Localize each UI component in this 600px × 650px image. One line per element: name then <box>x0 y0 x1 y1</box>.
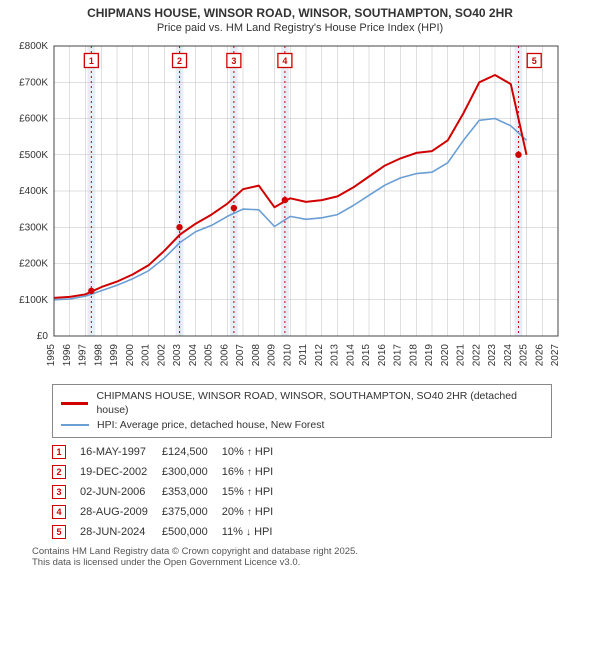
chart-title-line1: CHIPMANS HOUSE, WINSOR ROAD, WINSOR, SOU… <box>10 6 590 22</box>
sale-pct: 20% ↑ HPI <box>222 502 287 522</box>
svg-text:2020: 2020 <box>440 343 451 366</box>
sale-price: £375,000 <box>162 502 222 522</box>
footer-line2: This data is licensed under the Open Gov… <box>32 557 590 568</box>
svg-text:2023: 2023 <box>487 343 498 366</box>
sale-marker-icon: 1 <box>52 445 66 459</box>
svg-text:2017: 2017 <box>393 343 404 366</box>
svg-text:£400K: £400K <box>19 186 48 197</box>
svg-text:1997: 1997 <box>78 343 89 366</box>
svg-text:1996: 1996 <box>62 343 73 366</box>
legend-row-2: HPI: Average price, detached house, New … <box>61 418 543 433</box>
svg-text:1998: 1998 <box>93 343 104 366</box>
svg-text:2003: 2003 <box>172 343 183 366</box>
sale-pct: 15% ↑ HPI <box>222 482 287 502</box>
sale-date: 16-MAY-1997 <box>80 442 162 462</box>
footer: Contains HM Land Registry data © Crown c… <box>32 546 590 569</box>
table-row: 5 28-JUN-2024£500,00011% ↓ HPI <box>52 522 287 542</box>
table-row: 4 28-AUG-2009£375,00020% ↑ HPI <box>52 502 287 522</box>
svg-text:£200K: £200K <box>19 258 48 269</box>
svg-text:3: 3 <box>231 56 236 66</box>
svg-text:£600K: £600K <box>19 113 48 124</box>
svg-text:1: 1 <box>89 56 94 66</box>
sale-pct: 16% ↑ HPI <box>222 462 287 482</box>
svg-text:£700K: £700K <box>19 77 48 88</box>
table-row: 3 02-JUN-2006£353,00015% ↑ HPI <box>52 482 287 502</box>
sale-marker-icon: 5 <box>52 525 66 539</box>
legend-row-1: CHIPMANS HOUSE, WINSOR ROAD, WINSOR, SOU… <box>61 389 543 418</box>
sale-date: 28-AUG-2009 <box>80 502 162 522</box>
svg-text:2026: 2026 <box>534 343 545 366</box>
sale-date: 19-DEC-2002 <box>80 462 162 482</box>
svg-text:£500K: £500K <box>19 149 48 160</box>
sale-marker-icon: 3 <box>52 485 66 499</box>
svg-text:£800K: £800K <box>19 41 48 52</box>
sale-price: £124,500 <box>162 442 222 462</box>
svg-text:2022: 2022 <box>471 343 482 366</box>
svg-text:2014: 2014 <box>345 343 356 366</box>
chart-container: CHIPMANS HOUSE, WINSOR ROAD, WINSOR, SOU… <box>0 0 600 650</box>
svg-text:2002: 2002 <box>156 343 167 366</box>
legend-label-hpi: HPI: Average price, detached house, New … <box>97 418 324 433</box>
sale-price: £500,000 <box>162 522 222 542</box>
footer-line1: Contains HM Land Registry data © Crown c… <box>32 546 590 557</box>
sale-price: £300,000 <box>162 462 222 482</box>
svg-text:2007: 2007 <box>235 343 246 366</box>
svg-text:2009: 2009 <box>267 343 278 366</box>
sales-table: 1 16-MAY-1997£124,50010% ↑ HPI 2 19-DEC-200… <box>52 442 287 542</box>
svg-text:2010: 2010 <box>282 343 293 366</box>
sale-date: 28-JUN-2024 <box>80 522 162 542</box>
svg-text:2004: 2004 <box>188 343 199 366</box>
legend: CHIPMANS HOUSE, WINSOR ROAD, WINSOR, SOU… <box>52 384 552 438</box>
svg-text:2005: 2005 <box>204 343 215 366</box>
svg-text:2: 2 <box>177 56 182 66</box>
sale-price: £353,000 <box>162 482 222 502</box>
svg-text:2000: 2000 <box>125 343 136 366</box>
svg-text:2008: 2008 <box>251 343 262 366</box>
legend-label-property: CHIPMANS HOUSE, WINSOR ROAD, WINSOR, SOU… <box>96 389 543 418</box>
table-row: 2 19-DEC-2002£300,00016% ↑ HPI <box>52 462 287 482</box>
sale-marker-icon: 4 <box>52 505 66 519</box>
svg-text:2025: 2025 <box>519 343 530 366</box>
svg-text:£100K: £100K <box>19 294 48 305</box>
svg-text:2013: 2013 <box>330 343 341 366</box>
sale-marker-icon: 2 <box>52 465 66 479</box>
svg-text:1995: 1995 <box>46 343 57 366</box>
svg-text:2027: 2027 <box>550 343 561 366</box>
legend-swatch-property <box>61 402 88 405</box>
svg-text:5: 5 <box>532 56 537 66</box>
svg-text:1999: 1999 <box>109 343 120 366</box>
sale-date: 02-JUN-2006 <box>80 482 162 502</box>
legend-swatch-hpi <box>61 424 89 426</box>
svg-text:2012: 2012 <box>314 343 325 366</box>
svg-text:2015: 2015 <box>361 343 372 366</box>
svg-text:£300K: £300K <box>19 222 48 233</box>
chart-title-line2: Price paid vs. HM Land Registry's House … <box>10 22 590 34</box>
svg-text:4: 4 <box>282 56 287 66</box>
svg-text:2021: 2021 <box>456 343 467 366</box>
table-row: 1 16-MAY-1997£124,50010% ↑ HPI <box>52 442 287 462</box>
svg-text:£0: £0 <box>37 331 49 342</box>
svg-text:2011: 2011 <box>298 343 309 365</box>
svg-text:2016: 2016 <box>377 343 388 366</box>
sale-pct: 11% ↓ HPI <box>222 522 287 542</box>
svg-text:2006: 2006 <box>219 343 230 366</box>
svg-text:2018: 2018 <box>408 343 419 366</box>
sale-pct: 10% ↑ HPI <box>222 442 287 462</box>
svg-text:2019: 2019 <box>424 343 435 366</box>
line-chart: £0 £100K £200K £300K £400K £500K £600K £700K £80… <box>10 38 570 378</box>
svg-text:2024: 2024 <box>503 343 514 366</box>
svg-text:2001: 2001 <box>141 343 152 366</box>
chart-area: £0 £100K £200K £300K £400K £500K £600K £700K £80… <box>10 38 590 378</box>
